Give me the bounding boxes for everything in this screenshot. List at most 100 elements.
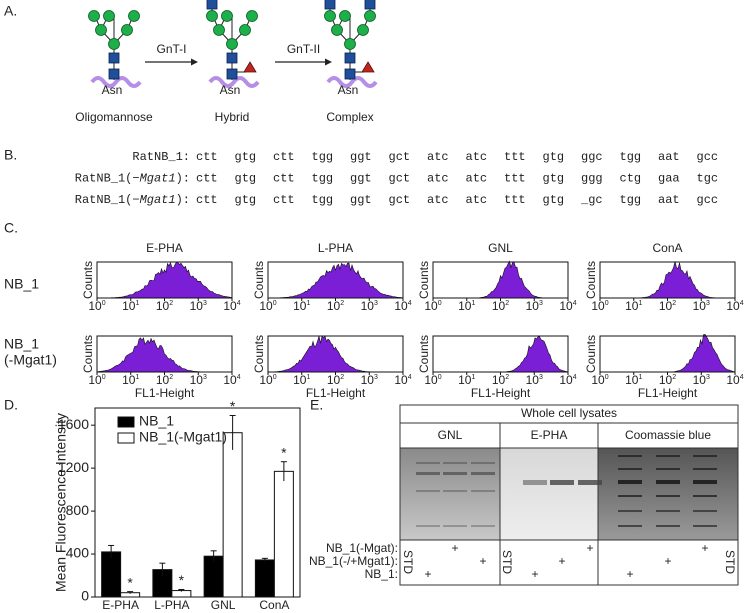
stain-box — [597, 422, 739, 449]
name-part: Mgat1 — [140, 172, 176, 186]
significance-mark: * — [281, 444, 287, 460]
codon: gtg — [235, 172, 257, 186]
band — [443, 462, 467, 464]
band — [618, 468, 642, 470]
tick-base: 10 — [526, 299, 540, 313]
significance-mark: * — [127, 574, 133, 590]
y-tick-label: 1600 — [58, 416, 89, 432]
tick-exponent: 4 — [408, 374, 412, 381]
band — [471, 472, 495, 475]
stain-label: Coomassie blue — [625, 428, 711, 442]
name-part: ): — [176, 172, 190, 186]
x-tick-label: 100 — [259, 373, 276, 387]
x-tick-label: 102 — [492, 299, 509, 313]
lane-row-label: NB_1: — [365, 567, 398, 581]
band — [471, 525, 495, 527]
codon: atc — [466, 150, 488, 164]
band — [416, 462, 440, 464]
error-bar — [159, 562, 166, 577]
x-tick-label: 101 — [625, 299, 642, 313]
tick-base: 10 — [659, 373, 673, 387]
codon: aat — [658, 150, 680, 164]
mannose — [95, 24, 107, 36]
tick-exponent: 3 — [539, 300, 543, 307]
peptide — [90, 76, 142, 88]
tick-base: 10 — [122, 299, 136, 313]
tick-base: 10 — [394, 299, 408, 313]
tick-base: 10 — [156, 373, 170, 387]
tick-exponent: 1 — [471, 374, 475, 381]
lectin-title: GNL — [488, 241, 513, 255]
band — [693, 455, 717, 457]
glcnac — [324, 0, 336, 10]
x-tick-label: 101 — [458, 373, 475, 387]
bar — [273, 470, 294, 598]
mannose — [108, 38, 120, 50]
x-tick-label: 103 — [190, 299, 207, 313]
bar — [222, 432, 243, 598]
tick-exponent: 2 — [169, 300, 173, 307]
x-tick-label: 104 — [223, 373, 240, 387]
codon: ctt — [273, 172, 295, 186]
y-tick-label: 1200 — [58, 459, 89, 475]
row-label: NB_1 — [4, 336, 39, 352]
histogram — [267, 262, 404, 299]
tick-base: 10 — [458, 373, 472, 387]
altered-codon: aat — [658, 193, 680, 207]
tick-base: 10 — [361, 299, 375, 313]
x-tick-label: 104 — [394, 373, 411, 387]
gel — [597, 447, 739, 541]
structure-name: Oligomannose — [75, 110, 153, 124]
x-tick-label: E-PHA — [102, 598, 139, 612]
error-bar — [210, 550, 217, 562]
band — [618, 525, 642, 527]
histogram — [96, 261, 233, 299]
x-tick-label: ConA — [259, 598, 289, 612]
x-tick-label: 104 — [559, 373, 576, 387]
axis-label: Counts — [417, 335, 431, 373]
x-tick-label: 102 — [156, 373, 173, 387]
name-part: RatNB_1(− — [75, 172, 140, 186]
lane-mark: + — [424, 567, 431, 581]
glcnac — [344, 52, 356, 64]
band — [443, 525, 467, 527]
band — [471, 462, 495, 464]
y-tick-label: 0 — [81, 588, 89, 604]
codon: gct — [389, 193, 411, 207]
bar — [101, 551, 122, 598]
axis-label: FL1-Height — [471, 386, 531, 400]
x-tick-label: 102 — [156, 299, 173, 313]
codon: gtg — [543, 150, 565, 164]
tick-base: 10 — [361, 373, 375, 387]
axis-label: Mean Fluorescence Intensity — [53, 413, 69, 592]
sequence-name: RatNB_1: — [132, 150, 190, 164]
band — [578, 480, 602, 485]
band — [693, 525, 717, 527]
codon: ggt — [350, 193, 372, 207]
codon: tgg — [620, 150, 642, 164]
tick-exponent: 1 — [306, 374, 310, 381]
tick-exponent: 3 — [374, 374, 378, 381]
x-tick-label: 101 — [122, 373, 139, 387]
legend-label: NB_1(-Mgat1) — [139, 429, 227, 445]
legend-swatch — [117, 416, 135, 428]
altered-codon: tgc — [697, 172, 719, 186]
tick-exponent: 1 — [135, 300, 139, 307]
band — [693, 510, 717, 512]
tick-base: 10 — [190, 373, 204, 387]
altered-codon: gaa — [658, 172, 680, 186]
tick-base: 10 — [659, 299, 673, 313]
tick-base: 10 — [394, 373, 408, 387]
tick-exponent: 3 — [203, 374, 207, 381]
x-tick-label: 100 — [88, 373, 105, 387]
x-tick-label: 104 — [394, 299, 411, 313]
band — [443, 472, 467, 475]
histogram — [433, 336, 569, 373]
x-tick-label: 101 — [458, 299, 475, 313]
lane-box — [597, 539, 739, 586]
tick-exponent: 0 — [605, 374, 609, 381]
tick-base: 10 — [693, 373, 707, 387]
tick-base: 10 — [726, 373, 740, 387]
codon: gct — [389, 150, 411, 164]
enzyme-label: GnT-I — [156, 42, 186, 56]
